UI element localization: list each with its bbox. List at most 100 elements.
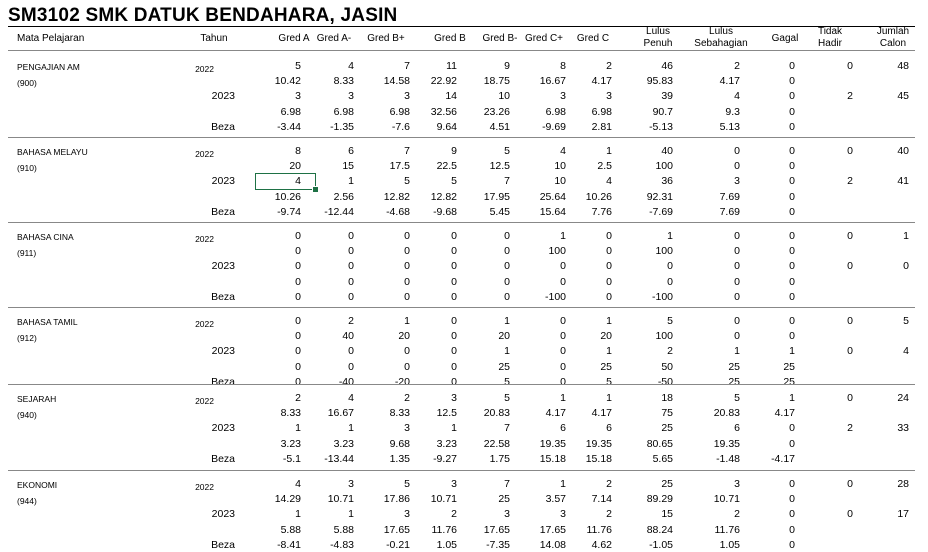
table-cell[interactable]: 2	[667, 345, 673, 358]
table-cell[interactable]: 22.92	[430, 75, 457, 88]
table-cell[interactable]: 2	[606, 60, 612, 72]
table-cell[interactable]: 2	[451, 508, 457, 521]
table-cell[interactable]: 0	[404, 245, 410, 258]
table-cell[interactable]: 5	[504, 392, 510, 404]
table-cell[interactable]: 0	[789, 315, 795, 327]
table-cell[interactable]: 25	[600, 360, 612, 373]
table-cell[interactable]: 7	[404, 60, 410, 72]
table-cell[interactable]: 10	[554, 160, 566, 173]
table-cell[interactable]: 100	[655, 330, 673, 343]
table-cell[interactable]: 11.76	[714, 523, 741, 536]
table-cell[interactable]: -9.69	[542, 120, 566, 133]
table-cell[interactable]: 12.5	[436, 407, 457, 420]
table-cell[interactable]: 6.98	[545, 105, 566, 118]
table-cell[interactable]: 10	[498, 90, 510, 103]
jumlah-calon-cell[interactable]: 5	[903, 315, 909, 327]
tidak-hadir-cell[interactable]: 0	[847, 315, 853, 327]
table-cell[interactable]: 4	[295, 175, 301, 188]
table-cell[interactable]: 1	[504, 315, 510, 327]
tidak-hadir-cell[interactable]: 0	[847, 478, 853, 490]
table-cell[interactable]: 9.3	[725, 105, 740, 118]
table-cell[interactable]: 17.5	[389, 160, 410, 173]
table-cell[interactable]: 1	[606, 315, 612, 327]
table-cell[interactable]: 0	[295, 330, 301, 343]
table-cell[interactable]: 92.31	[646, 190, 673, 203]
table-cell[interactable]: 2	[734, 508, 740, 521]
table-cell[interactable]: 0	[667, 275, 673, 288]
table-cell[interactable]: -1.05	[649, 538, 673, 551]
table-cell[interactable]: 11	[446, 60, 457, 72]
jumlah-calon-cell[interactable]: 4	[903, 345, 909, 358]
table-cell[interactable]: 5.13	[719, 120, 740, 133]
table-cell[interactable]: -5.1	[282, 452, 301, 465]
table-cell[interactable]: 17.65	[383, 523, 410, 536]
table-cell[interactable]: -1.48	[716, 452, 740, 465]
table-cell[interactable]: 25	[661, 478, 673, 490]
table-cell[interactable]: 0	[504, 290, 510, 303]
table-cell[interactable]: 90.7	[652, 105, 673, 118]
table-cell[interactable]: 4	[560, 145, 566, 157]
table-cell[interactable]: 46	[661, 60, 673, 72]
table-cell[interactable]: 1	[789, 392, 795, 404]
table-cell[interactable]: 10.26	[274, 190, 301, 203]
active-cell-selection[interactable]	[255, 173, 316, 191]
table-cell[interactable]: 3.23	[333, 437, 354, 450]
table-cell[interactable]: 7.69	[719, 190, 740, 203]
table-cell[interactable]: 0	[504, 230, 510, 242]
table-cell[interactable]: 19.35	[585, 437, 612, 450]
table-cell[interactable]: 0	[295, 360, 301, 373]
table-cell[interactable]: 7	[404, 145, 410, 157]
table-cell[interactable]: 5	[404, 175, 410, 188]
table-cell[interactable]: 1	[606, 392, 612, 404]
table-cell[interactable]: 1	[451, 422, 457, 435]
table-cell[interactable]: 5	[404, 478, 410, 490]
table-cell[interactable]: 100	[655, 160, 673, 173]
table-cell[interactable]: 6	[348, 145, 354, 157]
table-cell[interactable]: 25	[728, 360, 740, 373]
table-cell[interactable]: 100	[655, 245, 673, 258]
table-cell[interactable]: 4	[734, 90, 740, 103]
table-cell[interactable]: 6	[734, 422, 740, 435]
jumlah-calon-cell[interactable]: 1	[903, 230, 909, 242]
table-cell[interactable]: 1	[348, 422, 354, 435]
table-cell[interactable]: 0	[404, 345, 410, 358]
table-cell[interactable]: 0	[734, 245, 740, 258]
table-cell[interactable]: 4.17	[545, 407, 566, 420]
table-cell[interactable]: 6.98	[333, 105, 354, 118]
table-cell[interactable]: 3.23	[280, 437, 301, 450]
table-cell[interactable]: 2.81	[591, 120, 612, 133]
tidak-hadir-cell[interactable]: 0	[847, 508, 853, 521]
table-cell[interactable]: 0	[560, 360, 566, 373]
table-cell[interactable]: 0	[560, 375, 566, 388]
table-cell[interactable]: 2	[734, 60, 740, 72]
table-cell[interactable]: 23.26	[483, 105, 510, 118]
table-cell[interactable]: 0	[451, 230, 457, 242]
table-cell[interactable]: 0	[504, 260, 510, 273]
tidak-hadir-cell[interactable]: 0	[847, 230, 853, 242]
table-cell[interactable]: 3.57	[545, 493, 566, 506]
table-cell[interactable]: 4	[348, 392, 354, 404]
table-cell[interactable]: 0	[504, 245, 510, 258]
table-cell[interactable]: 0	[451, 360, 457, 373]
table-cell[interactable]: 1	[348, 175, 354, 188]
table-cell[interactable]: 0	[348, 230, 354, 242]
table-cell[interactable]: 0	[734, 145, 740, 157]
table-cell[interactable]: 16.67	[539, 75, 566, 88]
table-cell[interactable]: 3	[295, 90, 301, 103]
table-cell[interactable]: 0	[789, 160, 795, 173]
table-cell[interactable]: 0	[734, 160, 740, 173]
table-cell[interactable]: 3	[404, 90, 410, 103]
table-cell[interactable]: 3.23	[436, 437, 457, 450]
table-cell[interactable]: 2	[295, 392, 301, 404]
table-cell[interactable]: 95.83	[646, 75, 673, 88]
table-cell[interactable]: 1.05	[719, 538, 740, 551]
table-cell[interactable]: 3	[560, 508, 566, 521]
table-cell[interactable]: 0	[789, 275, 795, 288]
table-cell[interactable]: -9.27	[433, 452, 457, 465]
table-cell[interactable]: 6	[560, 422, 566, 435]
table-cell[interactable]: 2	[606, 508, 612, 521]
table-cell[interactable]: 5	[734, 392, 740, 404]
table-cell[interactable]: 0	[789, 508, 795, 521]
table-cell[interactable]: 0	[404, 230, 410, 242]
table-cell[interactable]: 0	[734, 260, 740, 273]
